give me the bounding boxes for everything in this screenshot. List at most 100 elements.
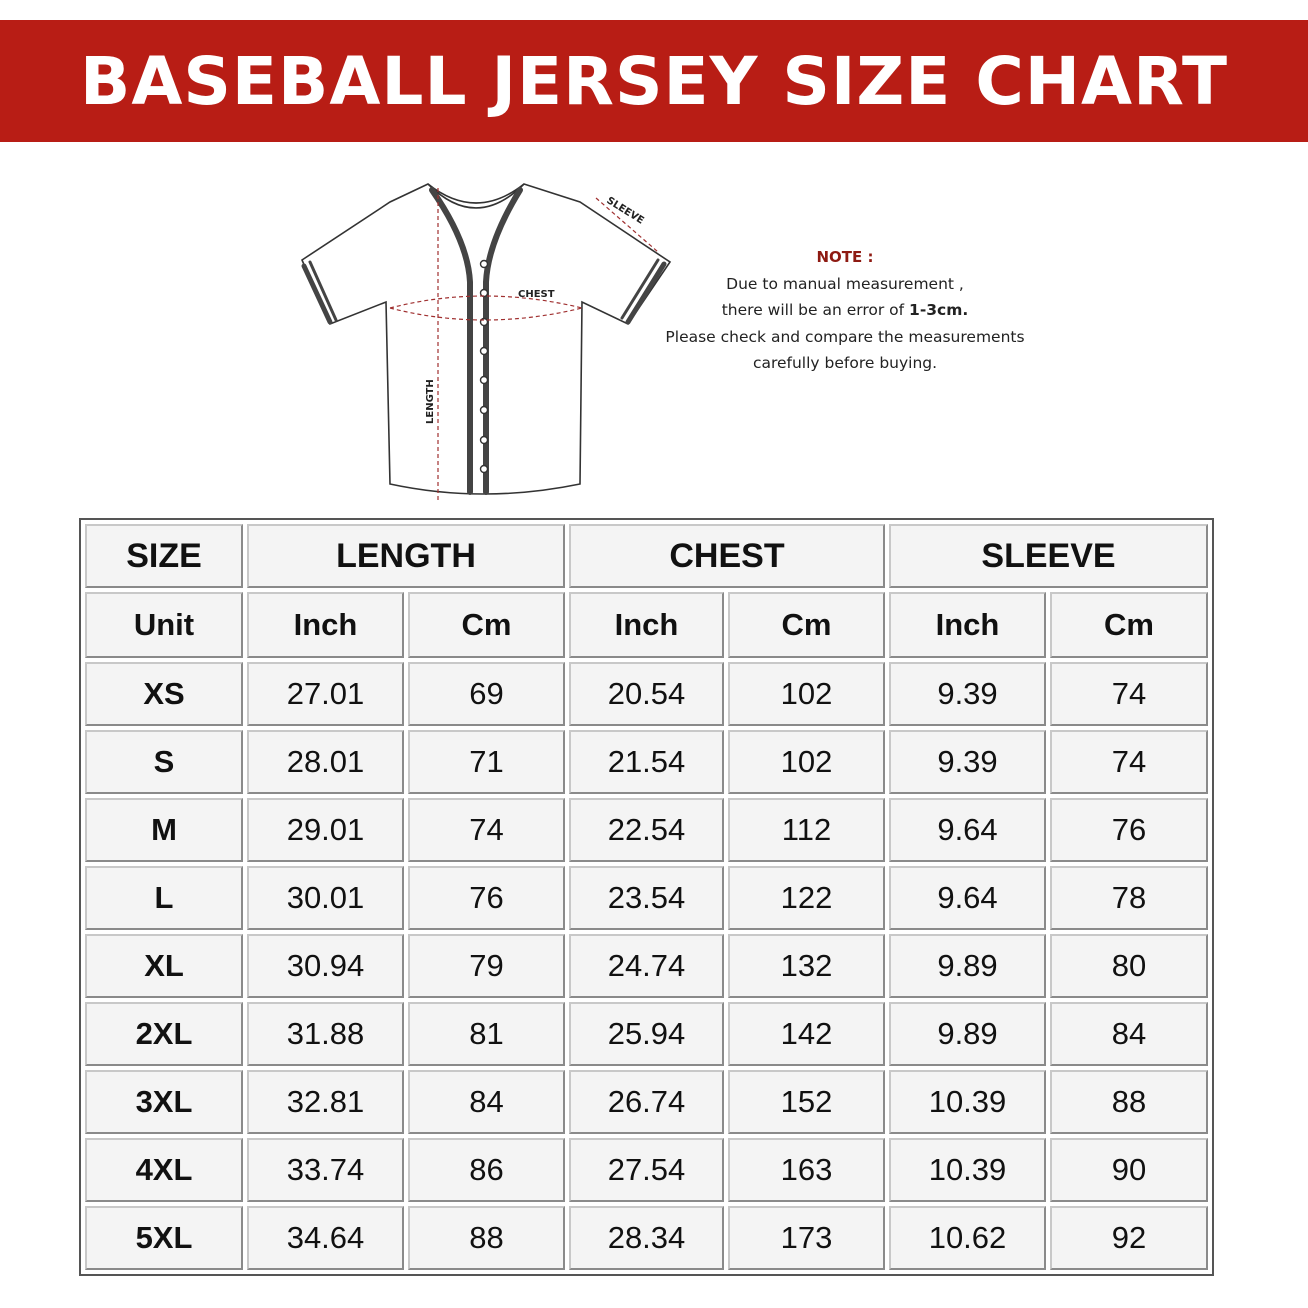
sleeve-inch-cell: 10.39 <box>889 1138 1046 1202</box>
chest-cm-cell: 122 <box>728 866 885 930</box>
sleeve-cm-cell: 80 <box>1050 934 1208 998</box>
chest-inch-cell: 20.54 <box>569 662 724 726</box>
length-cm-cell: 69 <box>408 662 565 726</box>
note-line-4: carefully before buying. <box>752 354 938 372</box>
jersey-outline <box>300 183 672 495</box>
length-inch-cell: 27.01 <box>247 662 404 726</box>
jersey-buttons <box>479 259 489 474</box>
chest-cm-cell: 163 <box>728 1138 885 1202</box>
length-cm-cell: 76 <box>408 866 565 930</box>
length-inch-cell: 30.94 <box>247 934 404 998</box>
size-cell: 2XL <box>85 1002 243 1066</box>
sleeve-inch-cell: 9.89 <box>889 1002 1046 1066</box>
length-inch-cell: 29.01 <box>247 798 404 862</box>
sleeve-cm-cell: 88 <box>1050 1070 1208 1134</box>
sleeve-inch-cell: 9.64 <box>889 866 1046 930</box>
size-cell: S <box>85 730 243 794</box>
size-cell: 5XL <box>85 1206 243 1270</box>
sleeve-cm-cell: 90 <box>1050 1138 1208 1202</box>
header-chest: CHEST <box>569 524 885 588</box>
sleeve-cm-cell: 74 <box>1050 662 1208 726</box>
note-error-range: 1-3cm. <box>909 301 969 319</box>
size-cell: XL <box>85 934 243 998</box>
title-banner: BASEBALL JERSEY SIZE CHART <box>0 20 1308 142</box>
chest-inch-cell: 24.74 <box>569 934 724 998</box>
table-row: L 30.01 76 23.54 122 9.64 78 <box>85 866 1208 930</box>
size-cell: XS <box>85 662 243 726</box>
chest-inch-cell: 25.94 <box>569 1002 724 1066</box>
length-cm-header: Cm <box>408 592 565 658</box>
header-sleeve: SLEEVE <box>889 524 1208 588</box>
unit-row: Unit Inch Cm Inch Cm Inch Cm <box>85 592 1208 658</box>
sleeve-cm-header: Cm <box>1050 592 1208 658</box>
chest-inch-cell: 21.54 <box>569 730 724 794</box>
length-inch-cell: 28.01 <box>247 730 404 794</box>
sleeve-cm-cell: 84 <box>1050 1002 1208 1066</box>
chest-cm-cell: 102 <box>728 662 885 726</box>
unit-label: Unit <box>85 592 243 658</box>
sleeve-inch-cell: 9.39 <box>889 730 1046 794</box>
chest-cm-cell: 132 <box>728 934 885 998</box>
jersey-trim <box>301 187 667 495</box>
table-row: XL 30.94 79 24.74 132 9.89 80 <box>85 934 1208 998</box>
length-cm-cell: 79 <box>408 934 565 998</box>
chest-cm-cell: 102 <box>728 730 885 794</box>
length-inch-cell: 32.81 <box>247 1070 404 1134</box>
measurement-note: NOTE : Due to manual measurement , there… <box>650 244 1040 377</box>
page-title: BASEBALL JERSEY SIZE CHART <box>80 42 1228 120</box>
chest-cm-cell: 152 <box>728 1070 885 1134</box>
length-inch-cell: 31.88 <box>247 1002 404 1066</box>
size-table: SIZE LENGTH CHEST SLEEVE Unit Inch Cm In… <box>81 520 1212 1274</box>
table-row: 4XL 33.74 86 27.54 163 10.39 90 <box>85 1138 1208 1202</box>
chest-inch-header: Inch <box>569 592 724 658</box>
table-row: XS 27.01 69 20.54 102 9.39 74 <box>85 662 1208 726</box>
chest-inch-cell: 26.74 <box>569 1070 724 1134</box>
sleeve-inch-cell: 9.39 <box>889 662 1046 726</box>
chest-cm-cell: 112 <box>728 798 885 862</box>
length-cm-cell: 74 <box>408 798 565 862</box>
chest-inch-cell: 27.54 <box>569 1138 724 1202</box>
table-row: S 28.01 71 21.54 102 9.39 74 <box>85 730 1208 794</box>
length-inch-cell: 30.01 <box>247 866 404 930</box>
note-line-2: there will be an error of 1-3cm. <box>650 297 1040 324</box>
note-line-1: Due to manual measurement , <box>726 274 964 293</box>
chest-cm-cell: 142 <box>728 1002 885 1066</box>
sleeve-inch-cell: 9.89 <box>889 934 1046 998</box>
sleeve-inch-cell: 10.39 <box>889 1070 1046 1134</box>
measure-lines <box>389 188 659 502</box>
length-inch-cell: 33.74 <box>247 1138 404 1202</box>
length-inch-cell: 34.64 <box>247 1206 404 1270</box>
sleeve-cm-cell: 92 <box>1050 1206 1208 1270</box>
length-cm-cell: 81 <box>408 1002 565 1066</box>
sleeve-inch-cell: 10.62 <box>889 1206 1046 1270</box>
note-line-3: Please check and compare the measurement… <box>665 327 1025 346</box>
jersey-diagram: SLEEVE CHEST LENGTH <box>300 183 672 502</box>
size-cell: 3XL <box>85 1070 243 1134</box>
sleeve-inch-cell: 9.64 <box>889 798 1046 862</box>
sleeve-inch-header: Inch <box>889 592 1046 658</box>
header-row: SIZE LENGTH CHEST SLEEVE <box>85 524 1208 588</box>
chest-cm-cell: 173 <box>728 1206 885 1270</box>
sleeve-cm-cell: 74 <box>1050 730 1208 794</box>
table-row: 3XL 32.81 84 26.74 152 10.39 88 <box>85 1070 1208 1134</box>
sleeve-cm-cell: 78 <box>1050 866 1208 930</box>
length-inch-header: Inch <box>247 592 404 658</box>
header-size: SIZE <box>85 524 243 588</box>
chest-inch-cell: 22.54 <box>569 798 724 862</box>
chest-inch-cell: 23.54 <box>569 866 724 930</box>
chest-inch-cell: 28.34 <box>569 1206 724 1270</box>
chest-cm-header: Cm <box>728 592 885 658</box>
length-cm-cell: 88 <box>408 1206 565 1270</box>
note-line-2-text: there will be an error of <box>721 301 910 319</box>
length-label: LENGTH <box>425 379 436 424</box>
table-row: M 29.01 74 22.54 112 9.64 76 <box>85 798 1208 862</box>
size-cell: 4XL <box>85 1138 243 1202</box>
sleeve-cm-cell: 76 <box>1050 798 1208 862</box>
chest-label: CHEST <box>518 289 555 300</box>
length-cm-cell: 84 <box>408 1070 565 1134</box>
size-cell: M <box>85 798 243 862</box>
table-row: 5XL 34.64 88 28.34 173 10.62 92 <box>85 1206 1208 1270</box>
header-length: LENGTH <box>247 524 565 588</box>
length-cm-cell: 71 <box>408 730 565 794</box>
length-cm-cell: 86 <box>408 1138 565 1202</box>
